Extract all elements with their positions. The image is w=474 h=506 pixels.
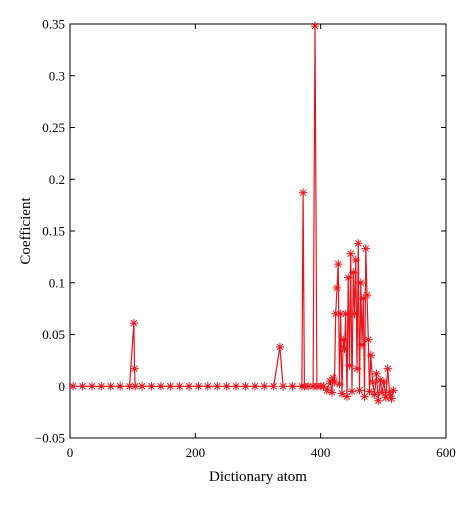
data-point [269,382,278,391]
data-point [327,388,337,397]
data-point [346,249,355,258]
y-tick-label: 0.1 [49,275,65,290]
data-point [387,394,396,403]
y-axis-title: Coefficient [18,197,34,265]
data-point [347,387,357,396]
data-point [78,382,87,391]
data-point [156,382,166,391]
data-point [288,382,297,391]
data-point [337,389,347,398]
data-point [374,396,383,405]
x-tick-label: 200 [186,445,206,460]
data-point [68,382,78,391]
data-point [298,188,308,197]
y-tick-label: 0.05 [42,327,65,342]
x-tick-label: 600 [436,445,456,460]
data-point [368,377,377,387]
data-point [106,382,115,391]
data-point [349,268,358,277]
x-tick-label: 400 [311,445,331,460]
data-point [344,273,353,282]
data-point [250,382,260,391]
y-tick-label: 0.25 [42,120,65,135]
data-point [184,382,194,391]
data-point [87,382,97,391]
data-point [351,255,360,265]
data-point [342,392,352,401]
data-point [362,290,372,300]
data-point [137,382,147,391]
data-point [194,382,203,391]
data-point [379,377,389,387]
data-point [339,335,348,344]
y-tick-label: 0.2 [49,172,65,187]
data-point [361,244,370,253]
data-point [350,309,359,318]
y-tick-label: 0.35 [42,17,65,32]
x-tick-label: 0 [67,445,74,460]
series-markers [68,21,398,405]
data-point [275,342,285,352]
data-point [335,379,344,389]
data-point [166,382,175,391]
data-point [383,364,392,373]
y-tick-label: 0 [59,379,66,394]
y-tick-label: −0.05 [35,431,65,446]
data-point [360,392,369,401]
y-tick-label: 0.15 [42,224,65,239]
data-point [97,382,106,391]
data-point [345,361,354,370]
x-axis: 0 200 400 600 [67,24,456,460]
data-point [341,309,350,318]
data-point [334,259,343,269]
data-point [222,382,231,391]
plot-frame [69,23,447,439]
data-point [372,369,381,379]
data-point [175,382,184,391]
data-point [356,278,365,287]
data-point [370,390,379,399]
data-point [364,335,373,344]
data-point [357,340,367,350]
data-point [203,382,213,391]
data-point [129,318,139,328]
data-point [355,386,364,395]
data-point [381,393,391,402]
x-axis-title: Dictionary atom [209,469,307,485]
data-point [278,382,288,391]
data-point [147,382,156,391]
data-point [366,351,375,360]
data-point [115,382,125,391]
data-point [352,364,362,373]
data-point [310,21,320,31]
data-point [130,364,139,373]
data-point [332,283,342,293]
data-point [340,344,349,354]
data-point [389,386,398,395]
data-point [241,382,250,391]
data-point [231,382,241,391]
y-tick-label: 0.3 [49,68,65,83]
data-point [365,387,374,396]
series-line [73,26,394,402]
data-point [354,239,363,248]
data-point [213,382,222,391]
data-point [260,382,269,391]
data-point [377,388,387,397]
